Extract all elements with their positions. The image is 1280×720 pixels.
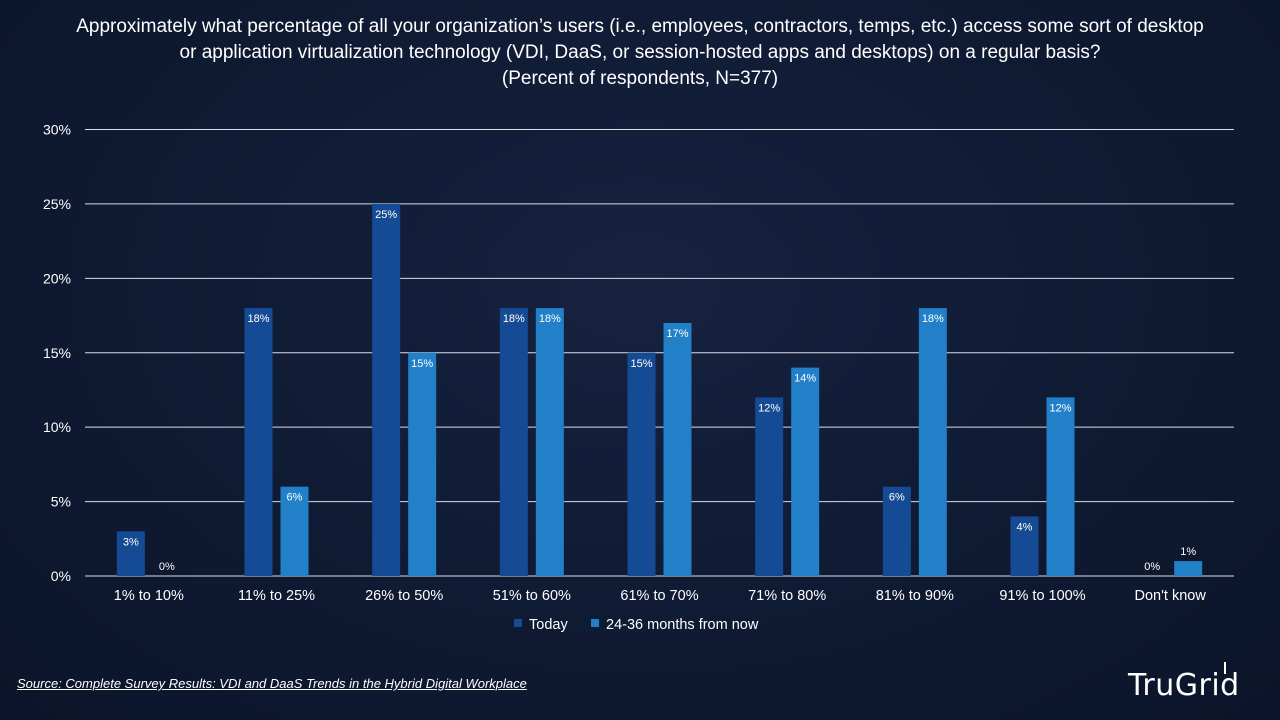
- y-tick-label: 30%: [43, 122, 71, 138]
- bar-today: [755, 397, 784, 576]
- chart-title-line-1: Approximately what percentage of all you…: [76, 16, 1204, 37]
- bar-future: [791, 367, 820, 576]
- x-tick-label: 51% to 60%: [493, 588, 571, 604]
- data-label: 6%: [287, 492, 303, 504]
- y-tick-label: 5%: [51, 494, 71, 510]
- chart-title-line-2: or application virtualization technology…: [179, 42, 1101, 63]
- bar-today: [372, 203, 401, 576]
- data-label: 17%: [666, 328, 688, 340]
- data-label: 12%: [758, 402, 780, 414]
- chart-title-line-3: (Percent of respondents, N=377): [501, 68, 779, 89]
- logo-mark: [1224, 662, 1226, 674]
- data-label: 4%: [1017, 521, 1033, 533]
- y-tick-label: 10%: [43, 419, 71, 435]
- y-tick-label: 15%: [43, 345, 71, 361]
- bar-future: [1046, 397, 1075, 576]
- bar-future: [1174, 561, 1203, 576]
- x-tick-label: 81% to 90%: [876, 588, 954, 604]
- x-tick-label: 26% to 50%: [365, 588, 443, 604]
- data-label: 18%: [503, 313, 525, 325]
- data-label: 0%: [159, 561, 175, 573]
- legend-swatch-today: [514, 619, 522, 627]
- bar-future: [280, 486, 309, 576]
- legend-label-future: 24-36 months from now: [606, 617, 759, 633]
- bar-today: [499, 308, 528, 576]
- trugrid-logo: TruGrid: [1128, 662, 1258, 703]
- data-label: 18%: [922, 313, 944, 325]
- source-link[interactable]: Source: Complete Survey Results: VDI and…: [17, 676, 527, 691]
- data-label: 18%: [247, 313, 269, 325]
- bar-today: [116, 531, 145, 576]
- data-label: 1%: [1180, 546, 1196, 558]
- chart-title: Approximately what percentage of all you…: [0, 14, 1280, 92]
- x-tick-label: 11% to 25%: [238, 588, 315, 604]
- y-tick-label: 0%: [51, 568, 71, 584]
- bar-future: [663, 322, 692, 576]
- x-tick-label: 61% to 70%: [620, 588, 698, 604]
- bar-today: [627, 352, 656, 576]
- bar-future: [918, 308, 947, 576]
- bar-today: [1010, 516, 1039, 576]
- bar-today: [244, 308, 273, 576]
- data-label: 0%: [1144, 561, 1160, 573]
- x-tick-label: 91% to 100%: [999, 588, 1085, 604]
- x-tick-label: 1% to 10%: [114, 588, 184, 604]
- y-tick-label: 25%: [43, 196, 71, 212]
- legend-label-today: Today: [529, 617, 568, 633]
- bar-today: [882, 486, 911, 576]
- data-label: 14%: [794, 373, 816, 385]
- data-label: 3%: [123, 536, 139, 548]
- data-label: 25%: [375, 209, 397, 221]
- bar-future: [408, 352, 437, 576]
- x-tick-label: Don't know: [1135, 588, 1207, 604]
- legend-swatch-future: [591, 619, 599, 627]
- bar-future: [535, 308, 564, 576]
- data-label: 6%: [889, 492, 905, 504]
- logo-text: TruGrid: [1128, 668, 1240, 703]
- data-label: 12%: [1049, 402, 1071, 414]
- x-tick-label: 71% to 80%: [748, 588, 826, 604]
- data-label: 15%: [630, 358, 652, 370]
- data-label: 18%: [539, 313, 561, 325]
- data-label: 15%: [411, 358, 433, 370]
- y-tick-label: 20%: [43, 270, 71, 286]
